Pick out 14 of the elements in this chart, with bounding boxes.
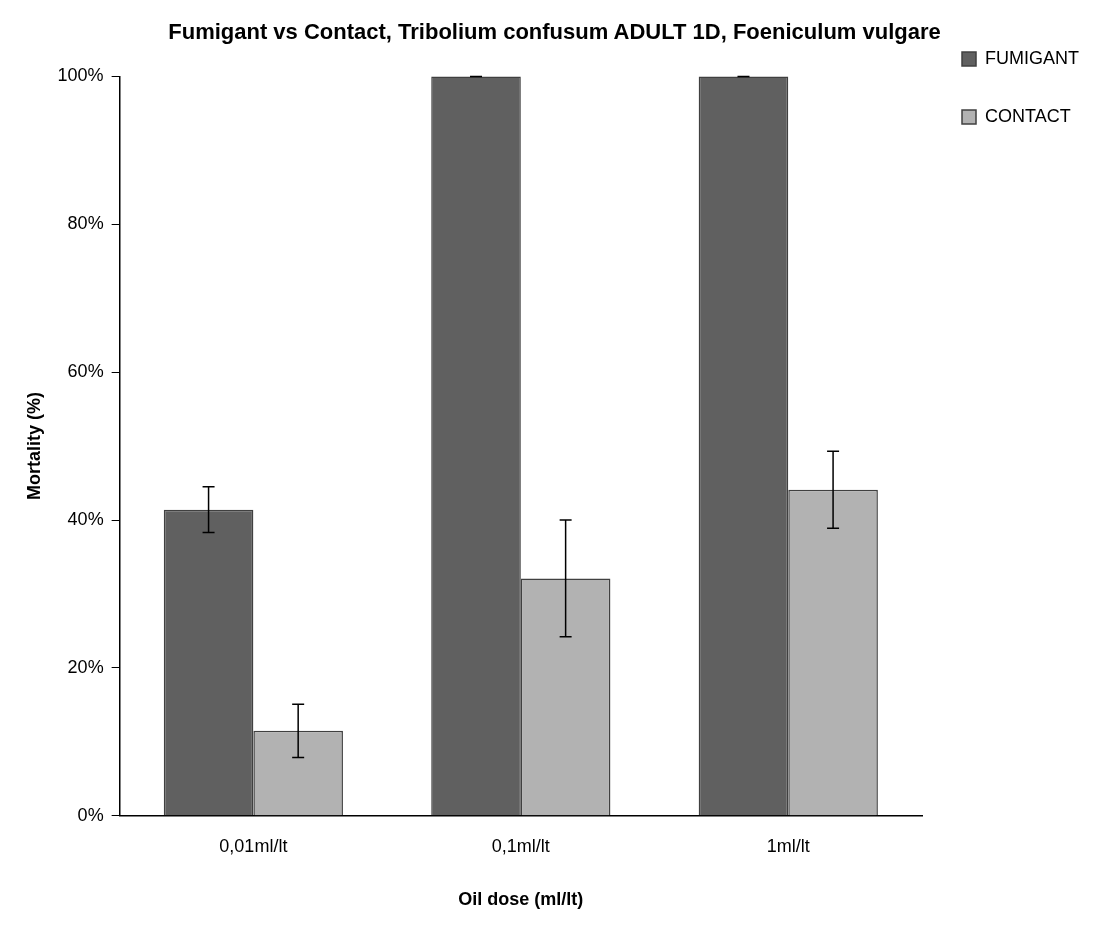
x-axis-title: Oil dose (ml/lt): [458, 889, 584, 910]
x-tick-label: 0,1ml/lt: [491, 835, 550, 856]
y-tick-label: 20%: [67, 656, 104, 677]
y-tick-label: 60%: [67, 361, 104, 382]
y-tick-label: 40%: [67, 509, 104, 530]
chart-title: Fumigant vs Contact, Tribolium confusum ADULT 1D, Foeniculum vulgare: [168, 19, 941, 45]
legend-label: CONTACT: [985, 105, 1071, 126]
legend-label: FUMIGANT: [985, 47, 1080, 68]
x-tick-label: 0,01ml/lt: [219, 835, 288, 856]
x-tick-label: 1ml/lt: [766, 835, 810, 856]
y-tick-label: 80%: [67, 213, 104, 234]
y-axis-title: Mortality (%): [23, 392, 44, 501]
y-tick-label: 0%: [77, 804, 104, 825]
y-tick-label: 100%: [57, 65, 104, 86]
